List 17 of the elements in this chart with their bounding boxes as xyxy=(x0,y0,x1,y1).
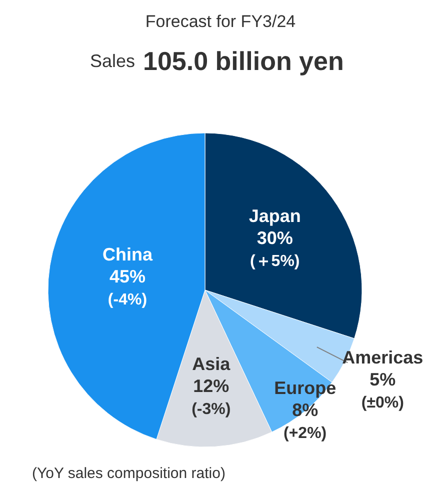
text: (YoY sales composition ratio) xyxy=(32,465,226,482)
slice-label: China xyxy=(102,244,154,265)
text: (±0%) xyxy=(361,394,404,412)
data-label: 12% xyxy=(193,376,230,396)
data-label: 45% xyxy=(109,266,146,287)
text: (-3%) xyxy=(192,401,231,418)
data-label: 30% xyxy=(256,228,293,248)
text: (-4%) xyxy=(108,292,148,309)
chart-title: Forecast for FY3/24 xyxy=(145,12,296,31)
data-label: 5% xyxy=(370,370,396,390)
text: Sales 105.0 billion yen xyxy=(90,46,344,76)
text: (+2%) xyxy=(284,424,327,442)
slice-label: Americas xyxy=(342,348,424,368)
text: (＋5%) xyxy=(250,253,300,270)
slice-label: Asia xyxy=(192,354,232,374)
slice-label: Japan xyxy=(248,206,301,226)
data-label: 8% xyxy=(292,400,318,420)
